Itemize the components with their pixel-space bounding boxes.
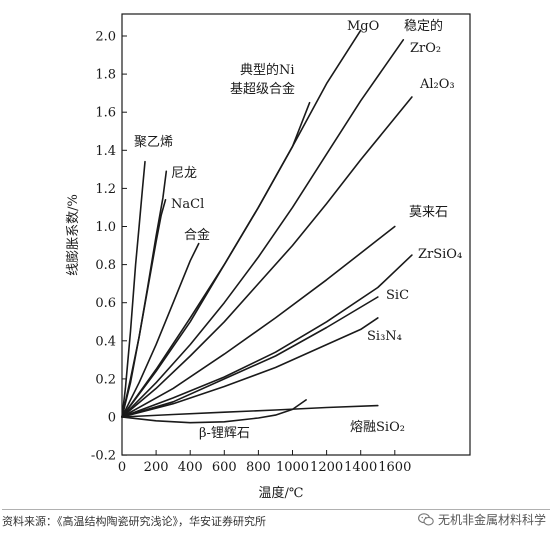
thermal-expansion-chart: 0 200 400 600 800 1000 1200 1400 1600-0.200.20.4… xyxy=(66,13,471,501)
curve-3 xyxy=(121,242,200,418)
series-label: 聚乙烯 xyxy=(134,135,173,150)
x-axis-label: 温度/℃ xyxy=(259,485,304,501)
curve-10 xyxy=(121,296,379,418)
y-axis-label: 线膨胀系数/% xyxy=(66,194,81,276)
curve-0 xyxy=(121,160,146,418)
series-label: 稳定的 xyxy=(404,18,443,34)
curve-1 xyxy=(121,170,168,418)
curve-7 xyxy=(121,96,413,418)
series-label: MgO xyxy=(347,19,379,34)
x-tick-label: 1200 xyxy=(310,460,343,475)
x-tick-label: 800 xyxy=(246,460,271,475)
series-label: ZrSiO₄ xyxy=(418,247,462,262)
y-tick-label: 0.2 xyxy=(95,372,116,387)
footer-divider xyxy=(2,509,550,510)
watermark: 无机非金属材料科学 xyxy=(418,511,546,528)
curve-11 xyxy=(121,317,379,418)
series-label: 尼龙 xyxy=(171,166,197,181)
y-tick-label: 1.0 xyxy=(95,220,116,235)
y-tick-label: 0.4 xyxy=(95,334,116,349)
chart-ticks: 0 200 400 600 800 1000 1200 1400 1600-0.200.20.4… xyxy=(91,30,411,476)
x-tick-label: 600 xyxy=(212,460,237,475)
y-tick-label: 0 xyxy=(108,411,116,426)
x-tick-label: 400 xyxy=(178,460,203,475)
x-tick-label: 1000 xyxy=(276,460,309,475)
y-tick-label: 1.4 xyxy=(95,144,116,159)
x-tick-label: 1400 xyxy=(344,460,377,475)
series-label: 熔融SiO₂ xyxy=(350,420,405,435)
series-label: 莫来石 xyxy=(409,205,448,220)
curve-13 xyxy=(121,404,379,418)
series-label: SiC xyxy=(386,288,409,303)
curve-9 xyxy=(121,254,413,418)
chart-axes xyxy=(121,13,471,456)
series-label: ZrO₂ xyxy=(410,41,441,56)
x-tick-label: 200 xyxy=(144,460,169,475)
chart-curves xyxy=(121,29,413,424)
curve-8 xyxy=(121,225,396,418)
x-tick-label: 0 xyxy=(118,460,126,475)
wechat-icon xyxy=(418,513,434,526)
plot-frame xyxy=(121,13,471,456)
y-tick-label: -0.2 xyxy=(91,449,116,464)
curve-6 xyxy=(121,39,405,418)
curve-12 xyxy=(121,399,307,424)
series-label: β-锂辉石 xyxy=(199,426,250,441)
y-tick-label: 0.6 xyxy=(95,296,116,311)
y-tick-label: 1.2 xyxy=(95,182,116,197)
series-label: 基超级合金 xyxy=(230,81,295,97)
y-tick-label: 1.8 xyxy=(95,68,116,83)
series-label: Si₃N₄ xyxy=(367,329,402,344)
y-tick-label: 1.6 xyxy=(95,106,116,121)
source-note: 资料来源：《高温结构陶瓷研究浅论》，华安证券研究所 xyxy=(2,515,266,528)
y-tick-label: 2.0 xyxy=(95,30,116,45)
series-label: 合金 xyxy=(184,227,210,243)
series-label: Al₂O₃ xyxy=(419,77,455,92)
curve-2 xyxy=(121,199,167,418)
x-tick-label: 1600 xyxy=(378,460,411,475)
curve-5 xyxy=(121,29,362,418)
series-label: NaCl xyxy=(171,197,204,212)
series-label: 典型的Ni xyxy=(240,62,295,78)
watermark-text: 无机非金属材料科学 xyxy=(437,513,546,527)
y-tick-label: 0.8 xyxy=(95,258,116,273)
